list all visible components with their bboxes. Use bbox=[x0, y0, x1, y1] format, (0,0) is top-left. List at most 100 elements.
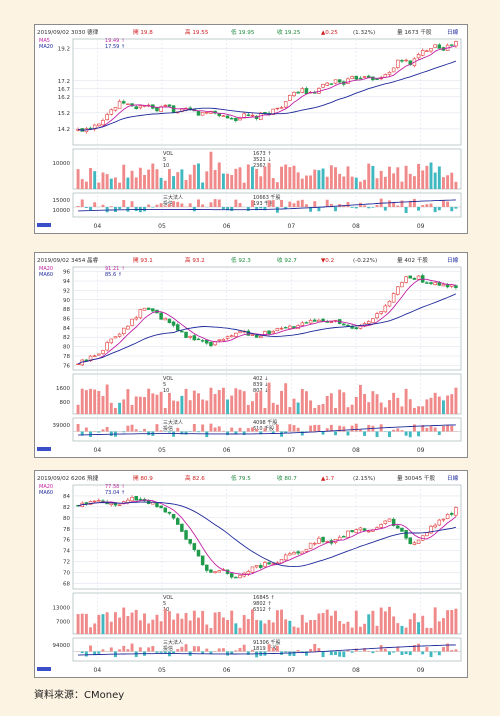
volume-bar bbox=[292, 626, 296, 634]
volume-bar bbox=[122, 164, 126, 189]
volume-legend-value: 1673 ↑ bbox=[253, 151, 272, 157]
volume-legend-value: 9802 ↑ bbox=[253, 601, 272, 607]
candle-body bbox=[234, 117, 238, 121]
candle-body bbox=[229, 573, 234, 578]
candle-body bbox=[254, 335, 259, 338]
price-tick-label: 16.7 bbox=[58, 87, 71, 93]
volume-bar bbox=[234, 168, 238, 189]
inst-bar bbox=[309, 648, 313, 652]
inst-bar bbox=[408, 431, 412, 438]
candle-body bbox=[308, 542, 313, 549]
candle-body bbox=[163, 104, 168, 107]
volume-bar bbox=[159, 177, 163, 189]
inst-bar bbox=[288, 201, 292, 207]
candle-body bbox=[329, 83, 334, 85]
volume-bar bbox=[346, 407, 350, 414]
volume-bar bbox=[446, 175, 450, 189]
volume-bar bbox=[433, 392, 437, 414]
inst-bar bbox=[84, 651, 88, 657]
candle-body bbox=[408, 537, 413, 544]
volume-bar bbox=[446, 395, 450, 414]
candle-body bbox=[379, 524, 383, 528]
candle-body bbox=[117, 504, 122, 506]
candle-body bbox=[97, 123, 101, 127]
inst-bar bbox=[109, 647, 113, 652]
header-pct: (2.15%) bbox=[353, 476, 375, 482]
inst-bar bbox=[105, 207, 109, 213]
candle-body bbox=[267, 562, 271, 565]
header-volume: 量 30045 千股 bbox=[397, 474, 436, 482]
inst-bar bbox=[134, 207, 138, 212]
inst-bar bbox=[176, 201, 180, 207]
volume-bar bbox=[226, 173, 230, 189]
month-tick-label: 07 bbox=[288, 447, 296, 454]
volume-bar bbox=[197, 163, 200, 189]
candle-body bbox=[259, 564, 263, 568]
volume-bar bbox=[134, 609, 138, 634]
volume-bar bbox=[192, 610, 196, 634]
volume-bar bbox=[334, 407, 337, 414]
candle-body bbox=[250, 334, 255, 336]
volume-bar bbox=[205, 624, 209, 634]
inst-bar bbox=[255, 651, 259, 658]
inst-bar bbox=[226, 207, 230, 211]
volume-bar bbox=[317, 170, 321, 189]
volume-bar bbox=[143, 175, 146, 189]
price-tick-label: 74 bbox=[63, 549, 70, 555]
candle-body bbox=[188, 335, 192, 338]
volume-bar bbox=[271, 178, 275, 189]
scroll-marker bbox=[37, 447, 51, 451]
volume-bar bbox=[375, 394, 379, 414]
inst-cumulative-line bbox=[78, 424, 456, 436]
volume-bar bbox=[89, 627, 92, 634]
candle-body bbox=[425, 532, 429, 537]
price-tick-label: 19.2 bbox=[58, 47, 70, 53]
inst-bar bbox=[147, 647, 151, 652]
inst-bar bbox=[338, 425, 342, 432]
volume-bar bbox=[197, 617, 200, 634]
inst-bar bbox=[404, 207, 408, 214]
candle-body bbox=[167, 511, 172, 514]
candle-body bbox=[113, 106, 118, 111]
volume-bar bbox=[201, 399, 205, 414]
candle-body bbox=[200, 340, 205, 342]
volume-bar bbox=[437, 166, 441, 189]
volume-bar bbox=[226, 619, 230, 634]
price-tick-label: 84 bbox=[63, 494, 70, 500]
volume-bar bbox=[417, 163, 421, 189]
inst-bar bbox=[375, 204, 379, 207]
header-change: ▲0.25 bbox=[321, 30, 338, 36]
volume-bar bbox=[383, 611, 387, 634]
volume-bar bbox=[105, 384, 109, 414]
candle-body bbox=[425, 282, 429, 284]
inst-bar bbox=[454, 207, 458, 209]
inst-bar bbox=[284, 651, 288, 653]
volume-bar bbox=[97, 182, 101, 189]
inst-bar bbox=[275, 645, 279, 652]
candle-body bbox=[275, 107, 280, 110]
inst-bar bbox=[317, 648, 321, 652]
candle-body bbox=[408, 275, 413, 279]
inst-bar bbox=[251, 649, 254, 652]
inst-legend-value: 1819 千股 bbox=[253, 645, 277, 652]
inst-bar bbox=[155, 204, 159, 207]
inst-bar bbox=[201, 204, 205, 207]
inst-bar bbox=[84, 427, 88, 432]
inst-bar bbox=[383, 207, 387, 211]
candle-body bbox=[400, 282, 404, 288]
volume-bar bbox=[167, 611, 171, 634]
volume-bar bbox=[321, 168, 325, 189]
price-tick-label: 78 bbox=[63, 527, 70, 533]
volume-bar bbox=[130, 170, 134, 189]
inst-bar bbox=[76, 205, 80, 207]
volume-legend-label: 5 bbox=[163, 157, 166, 163]
candle-body bbox=[329, 321, 334, 324]
volume-bar bbox=[147, 169, 151, 189]
volume-bar bbox=[263, 623, 267, 634]
volume-bar bbox=[325, 395, 329, 414]
header-close: 收 19.25 bbox=[277, 28, 301, 36]
volume-bar bbox=[176, 172, 180, 189]
candle-body bbox=[454, 285, 458, 288]
volume-bar bbox=[350, 404, 354, 414]
volume-bar bbox=[325, 176, 329, 189]
